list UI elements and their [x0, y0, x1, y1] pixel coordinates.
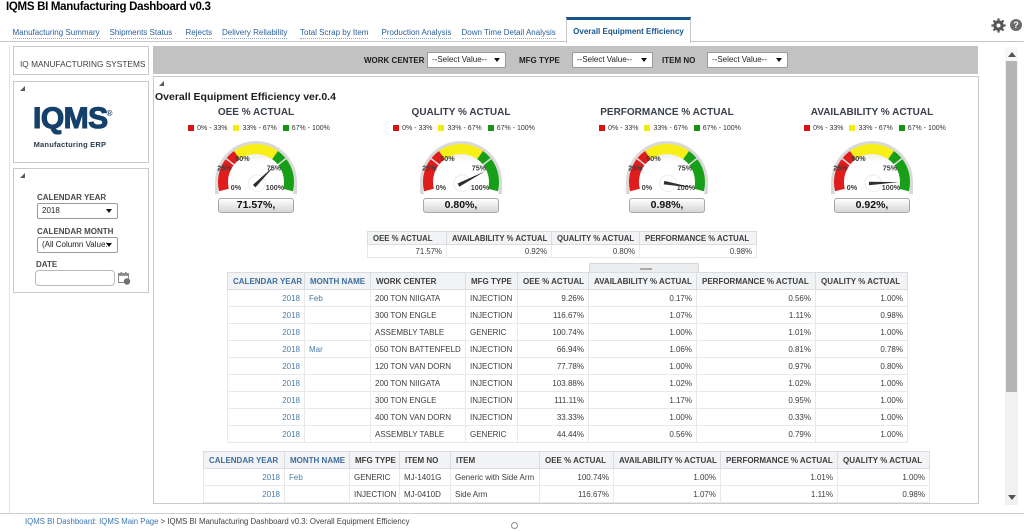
svg-text:75%: 75%	[472, 164, 487, 173]
svg-text:75%: 75%	[883, 164, 898, 173]
svg-text:0%: 0%	[436, 183, 447, 192]
svg-text:25%: 25%	[217, 164, 232, 173]
svg-text:50%: 50%	[440, 154, 455, 163]
svg-text:75%: 75%	[267, 164, 282, 173]
svg-text:25%: 25%	[628, 164, 643, 173]
svg-text:50%: 50%	[235, 154, 250, 163]
svg-text:0%: 0%	[231, 183, 242, 192]
svg-text:0%: 0%	[642, 183, 653, 192]
svg-text:100%: 100%	[471, 183, 490, 192]
svg-text:0%: 0%	[847, 183, 858, 192]
svg-text:100%: 100%	[677, 183, 696, 192]
svg-text:75%: 75%	[678, 164, 693, 173]
svg-text:100%: 100%	[882, 183, 901, 192]
svg-text:25%: 25%	[422, 164, 437, 173]
svg-text:50%: 50%	[851, 154, 866, 163]
svg-text:100%: 100%	[266, 183, 285, 192]
svg-text:25%: 25%	[833, 164, 848, 173]
svg-text:50%: 50%	[646, 154, 661, 163]
